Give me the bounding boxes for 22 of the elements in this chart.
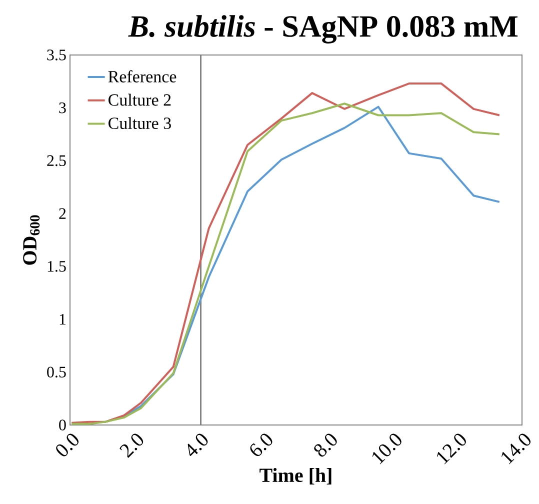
legend-label: Culture 2: [108, 94, 171, 106]
x-tick-label: 12.0: [436, 434, 466, 464]
x-tick-label: 4.0: [188, 434, 208, 456]
y-tick-label: 1: [60, 314, 66, 325]
y-axis-title: OD$_{600}$: [23, 215, 40, 265]
legend-label: Culture 3: [108, 117, 171, 130]
y-tick-label: 0: [59, 420, 66, 430]
chart-title: B. subtilis - SAgNP 0.083 mM: [128, 15, 518, 44]
y-tick-label: 1.5: [48, 261, 66, 272]
legend-label: Reference: [108, 70, 176, 82]
y-tick-label: 3.5: [47, 50, 66, 60]
y-tick-label: 2: [59, 208, 66, 219]
x-tick-label: 2.0: [120, 434, 144, 458]
x-tick-label: 0.0: [56, 434, 79, 456]
y-tick-label: 3: [59, 102, 66, 114]
x-tick-label: 8.0: [314, 434, 337, 457]
x-axis-title: Time [h]: [260, 468, 332, 485]
x-tick-label: 14.0: [502, 434, 531, 464]
y-tick-label: 2.5: [47, 155, 66, 166]
y-tick-label: 0.5: [47, 366, 66, 378]
x-tick-label: 6.0: [250, 434, 272, 456]
x-tick-label: 10.0: [372, 434, 402, 464]
